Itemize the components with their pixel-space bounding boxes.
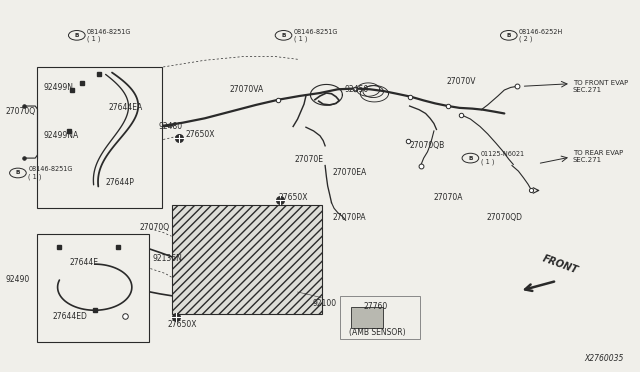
Bar — [351, 307, 383, 328]
Text: 92499NA: 92499NA — [44, 131, 79, 140]
Text: 27650X: 27650X — [278, 193, 308, 202]
Text: 27070QB: 27070QB — [410, 141, 445, 150]
Text: 27070QD: 27070QD — [486, 213, 522, 222]
Text: 27070EA: 27070EA — [333, 169, 367, 177]
Text: X2760035: X2760035 — [584, 354, 624, 363]
Text: 27644P: 27644P — [106, 178, 134, 187]
Text: 27070E: 27070E — [294, 155, 323, 164]
Text: 01125-N6021
( 1 ): 01125-N6021 ( 1 ) — [481, 151, 525, 165]
Text: B: B — [75, 33, 79, 38]
Bar — [172, 205, 322, 314]
Text: 08146-6252H
( 2 ): 08146-6252H ( 2 ) — [519, 29, 563, 42]
Text: 92480: 92480 — [159, 122, 183, 131]
Text: 27070A: 27070A — [434, 193, 463, 202]
Text: 92450: 92450 — [344, 85, 369, 94]
Text: 27644ED: 27644ED — [52, 312, 87, 321]
Text: 27650X: 27650X — [168, 320, 197, 329]
Text: 08146-8251G
( 1 ): 08146-8251G ( 1 ) — [294, 29, 338, 42]
Bar — [37, 67, 162, 208]
Text: (AMB SENSOR): (AMB SENSOR) — [349, 328, 405, 337]
Text: 27644EA: 27644EA — [109, 103, 143, 112]
Bar — [340, 296, 420, 339]
Text: 27644E: 27644E — [69, 258, 98, 267]
Text: B: B — [468, 155, 472, 161]
Text: 08146-8251G
( 1 ): 08146-8251G ( 1 ) — [28, 166, 72, 180]
Text: 27650X: 27650X — [186, 130, 215, 139]
Text: 27070PA: 27070PA — [333, 213, 367, 222]
Text: 27070Q: 27070Q — [5, 107, 35, 116]
Text: 27070V: 27070V — [447, 77, 476, 86]
Text: 92490: 92490 — [5, 275, 29, 284]
Text: 92499N: 92499N — [44, 83, 74, 92]
Text: 27070Q: 27070Q — [140, 223, 170, 232]
Text: TO FRONT EVAP
SEC.271: TO FRONT EVAP SEC.271 — [573, 80, 628, 93]
Text: 27070VA: 27070VA — [229, 85, 264, 94]
Bar — [37, 234, 149, 342]
Text: 08146-8251G
( 1 ): 08146-8251G ( 1 ) — [87, 29, 131, 42]
Text: FRONT: FRONT — [541, 253, 579, 275]
Text: 27760: 27760 — [364, 302, 388, 311]
Text: B: B — [507, 33, 511, 38]
Text: B: B — [282, 33, 285, 38]
Text: B: B — [16, 170, 20, 176]
Text: 92100: 92100 — [312, 299, 337, 308]
Text: TO REAR EVAP
SEC.271: TO REAR EVAP SEC.271 — [573, 151, 623, 163]
Text: 92136N: 92136N — [152, 254, 182, 263]
